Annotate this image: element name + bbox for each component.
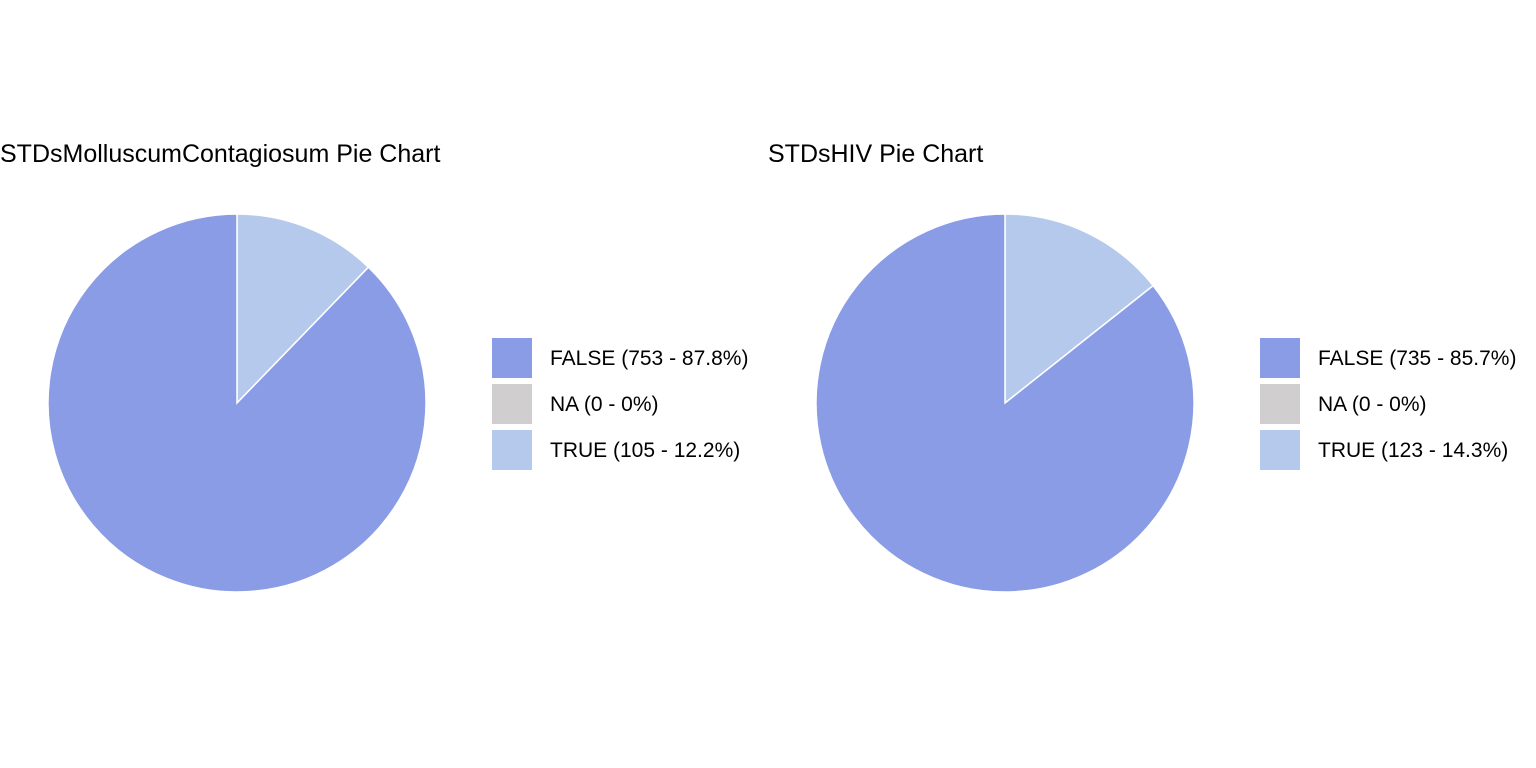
chart-title: STDsHIV Pie Chart — [768, 140, 983, 168]
chart-title: STDsMolluscumContagiosum Pie Chart — [0, 140, 440, 168]
legend: FALSE (735 - 85.7%) NA (0 - 0%) TRUE (123 … — [1260, 338, 1516, 470]
legend-swatch-false — [1260, 338, 1300, 378]
pie-chart-hiv: STDsHIV Pie Chart FALSE (735 - 85.7%) NA … — [768, 140, 1516, 593]
legend-swatch-false — [492, 338, 532, 378]
pie-chart-molluscum: STDsMolluscumContagiosum Pie Chart FALSE… — [0, 140, 748, 593]
legend: FALSE (753 - 87.8%) NA (0 - 0%) TRUE (105 … — [492, 338, 748, 470]
legend-label-na: NA (0 - 0%) — [1318, 393, 1427, 416]
pie-slice-false — [815, 213, 1195, 593]
legend-label-false: FALSE (735 - 85.7%) — [1318, 347, 1516, 370]
pie-slice-true — [1004, 213, 1155, 405]
pie-slice-true — [236, 213, 370, 405]
legend-label-true: TRUE (123 - 14.3%) — [1318, 439, 1508, 462]
pie-slice-false — [47, 213, 427, 593]
pie-slices — [47, 213, 427, 593]
legend-swatch-true — [1260, 430, 1300, 470]
legend-swatch-na — [492, 384, 532, 424]
pie-slices — [815, 213, 1195, 593]
legend-label-na: NA (0 - 0%) — [550, 393, 659, 416]
legend-swatch-true — [492, 430, 532, 470]
legend-label-true: TRUE (105 - 12.2%) — [550, 439, 740, 462]
legend-swatch-na — [1260, 384, 1300, 424]
legend-label-false: FALSE (753 - 87.8%) — [550, 347, 748, 370]
